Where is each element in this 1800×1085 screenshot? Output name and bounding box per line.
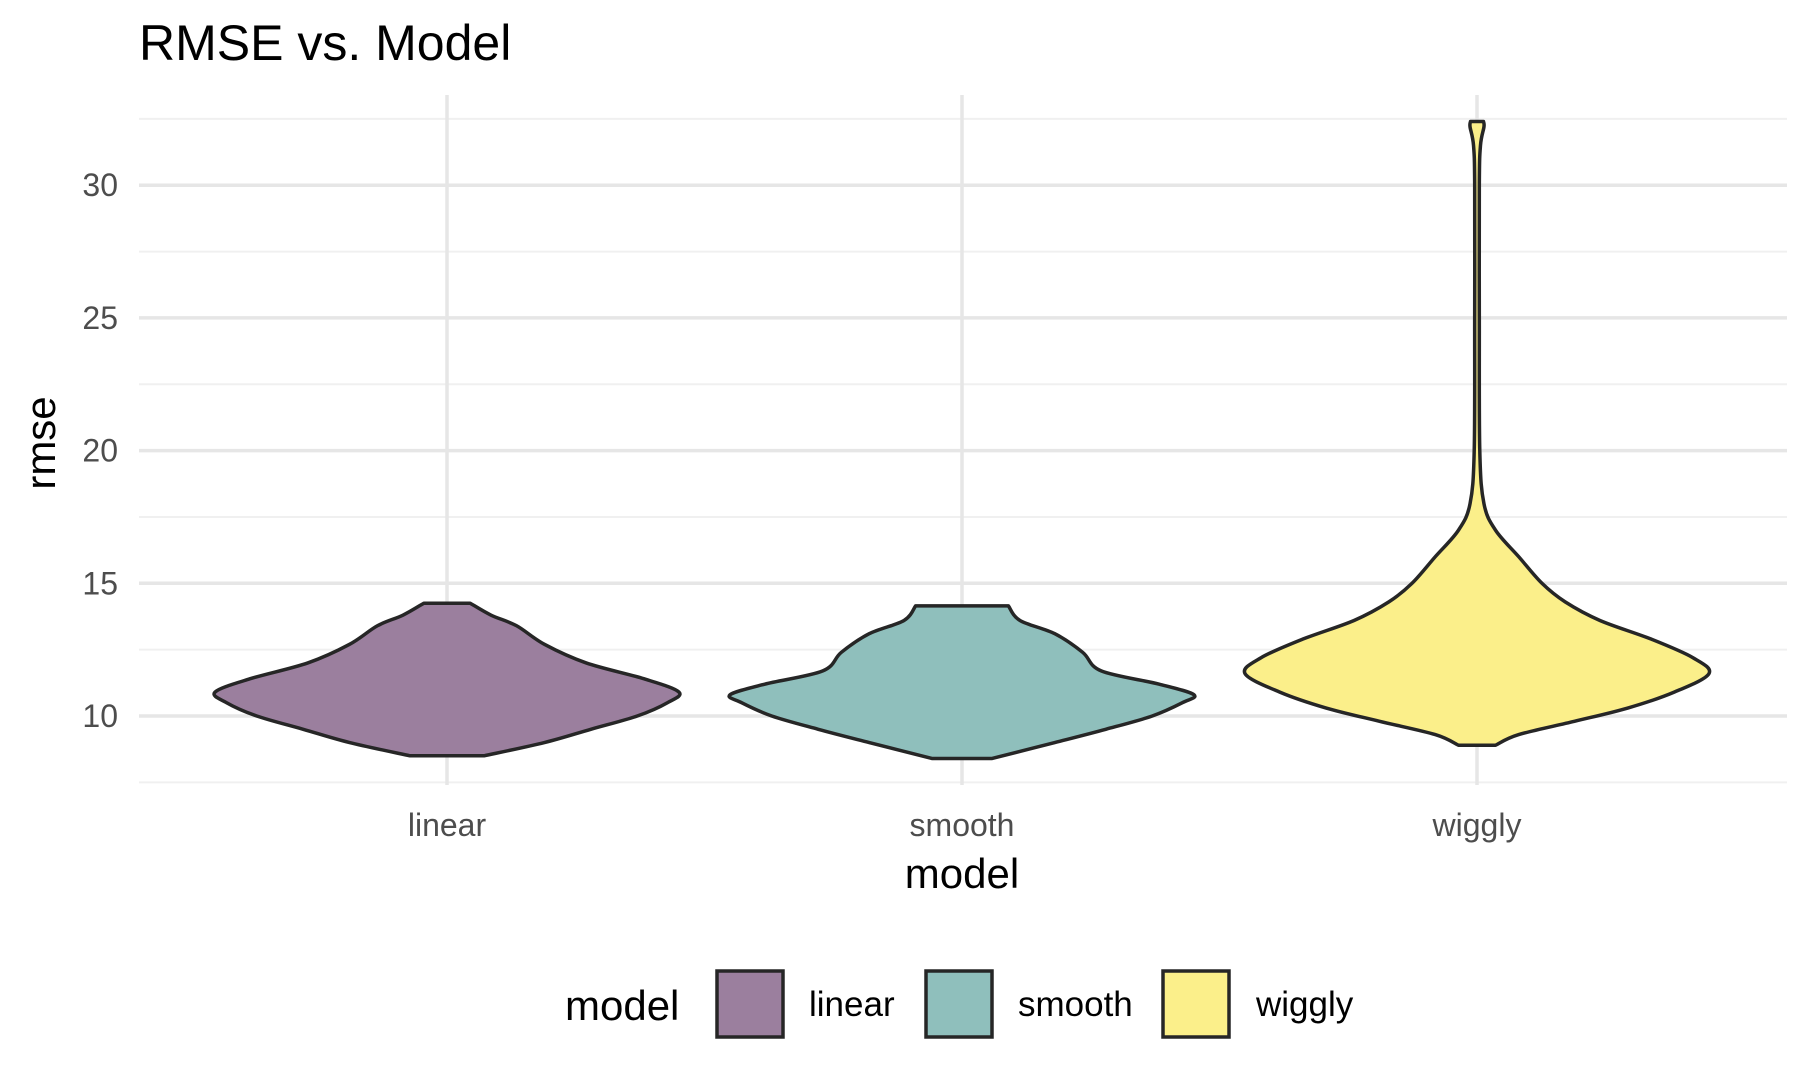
legend-label-smooth: smooth: [1018, 985, 1133, 1024]
violins: [212, 119, 1712, 761]
y-axis-title: rmse: [17, 396, 64, 489]
legend-title: model: [565, 982, 679, 1029]
violin-wiggly: [1242, 119, 1712, 747]
legend-label-linear: linear: [809, 985, 895, 1024]
violin-smooth: [727, 604, 1197, 761]
x-axis-title: model: [905, 850, 1019, 897]
legend-swatch-linear: [715, 969, 785, 1039]
legend: model linear smooth wiggly: [565, 969, 1354, 1039]
y-tick-label: 15: [82, 565, 118, 601]
x-tick-label: wiggly: [1432, 807, 1522, 843]
legend-label-wiggly: wiggly: [1255, 985, 1354, 1024]
axes: 10 15 20 25 30 linear smooth wiggly: [82, 167, 1521, 843]
legend-swatch-wiggly: [1161, 969, 1231, 1039]
y-tick-label: 25: [82, 300, 118, 336]
y-tick-label: 10: [82, 698, 118, 734]
x-tick-label: smooth: [910, 807, 1015, 843]
legend-swatch-smooth: [924, 969, 994, 1039]
violin-linear: [212, 601, 682, 758]
x-tick-label: linear: [408, 807, 487, 843]
y-tick-label: 30: [82, 167, 118, 203]
chart-title: RMSE vs. Model: [139, 15, 511, 71]
y-tick-label: 20: [82, 433, 118, 469]
